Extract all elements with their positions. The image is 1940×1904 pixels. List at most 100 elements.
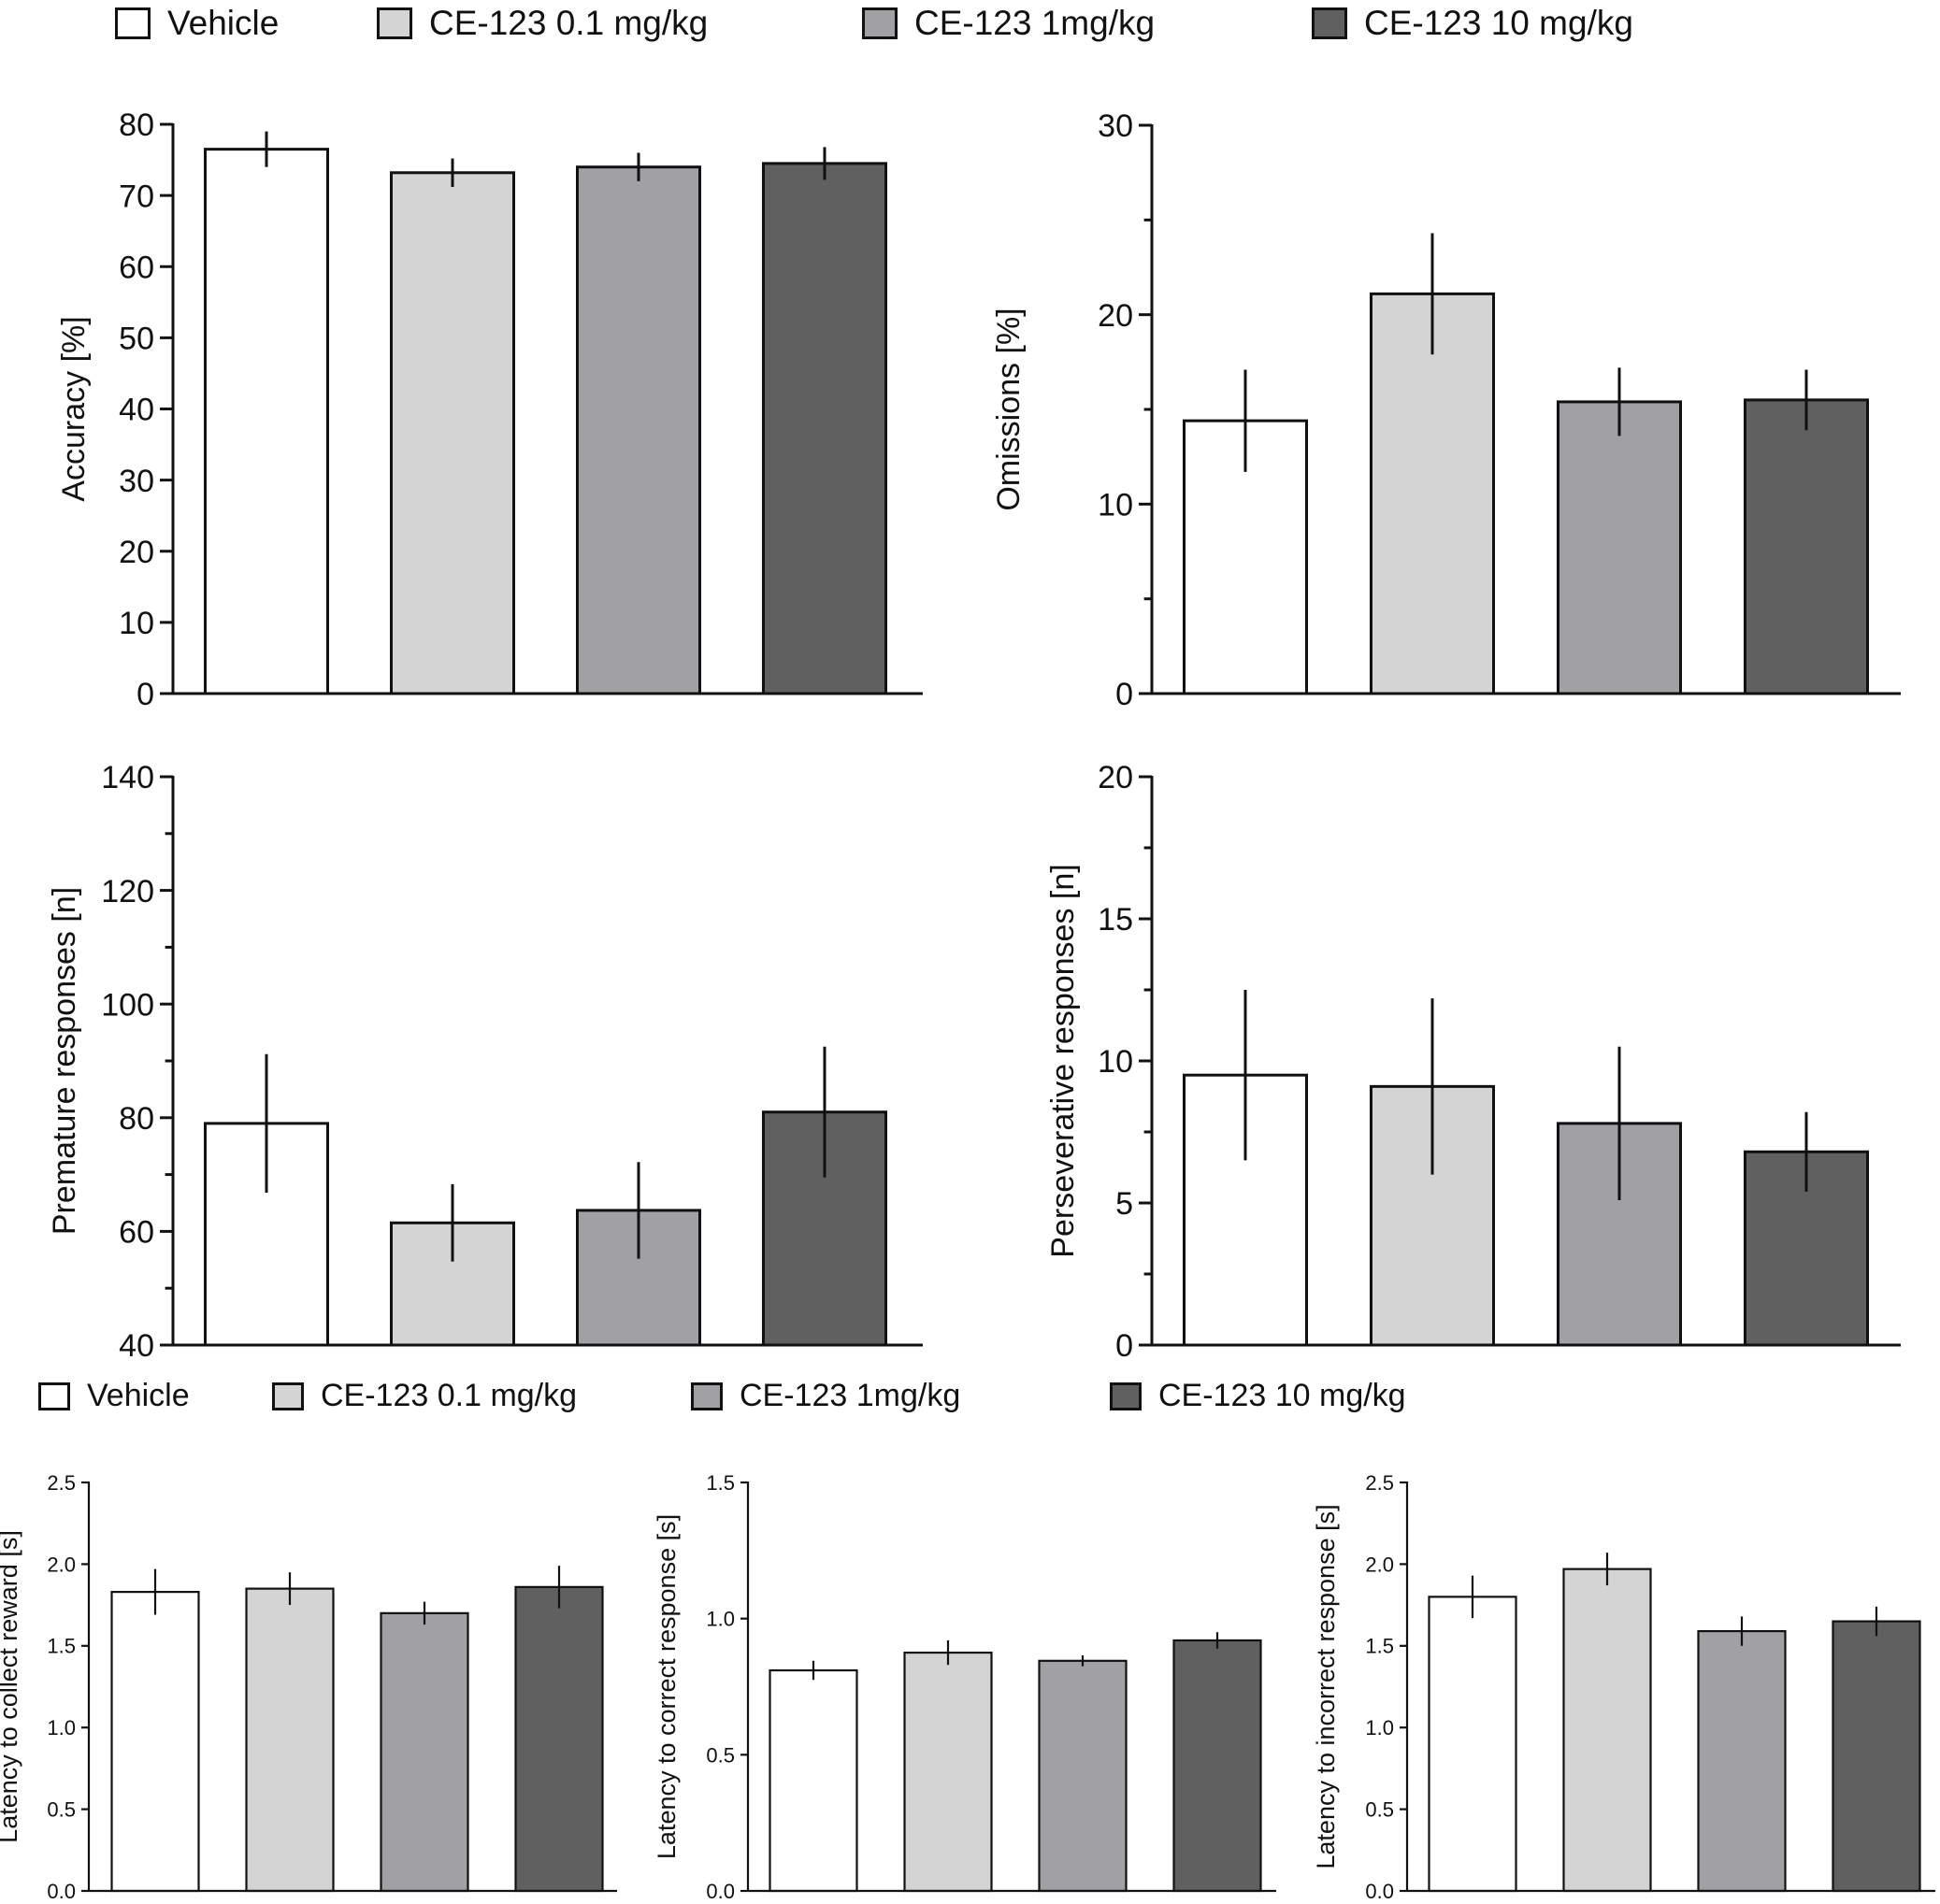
premature-chart: 40 60 80 100 120 140 Premature responses [n] [47,760,923,1364]
legend-top-item-ce123-10: CE-123 10 mg/kg [1312,4,1633,43]
legend-top: Vehicle CE-123 0.1 mg/kg CE-123 1mg/kg C… [0,4,1940,50]
legend-label: Vehicle [167,4,280,42]
legend-swatch-vehicle [115,7,151,39]
latency-correct-chart: 0.0 0.5 1.0 1.5 Latency to correct response … [653,1471,1276,1903]
y-tick-label: 20 [1098,760,1133,795]
y-axis-title: Premature responses [n] [47,887,82,1235]
bar [245,1587,335,1893]
bar [1744,398,1869,695]
y-tick-label: 40 [119,1328,154,1364]
y-tick-label: 30 [1098,108,1133,144]
bar [903,1651,993,1893]
y-tick-label: 0 [1115,1328,1133,1364]
y-tick-label: 0.5 [47,1798,76,1822]
y-tick-label: 10 [1098,1044,1133,1080]
legend-label: CE-123 0.1 mg/kg [429,4,709,42]
y-tick-label: 1.0 [706,1608,735,1631]
bar [390,171,515,695]
legend-bottom: Vehicle CE-123 0.1 mg/kg CE-123 1mg/kg C… [0,1378,1940,1424]
accuracy-chart: 0 10 20 30 40 50 60 70 80 Accuracy [%] [56,107,923,712]
y-tick-label: 20 [1098,298,1133,334]
y-tick-label: 0.5 [706,1743,735,1767]
legend-bottom-item-ce123-10: CE-123 10 mg/kg [1110,1378,1406,1414]
y-tick-label: 2.5 [1365,1471,1394,1495]
bar [576,165,701,695]
bar [514,1585,604,1893]
bar [110,1591,200,1893]
y-tick-label: 50 [119,322,154,357]
y-tick-label: 1.5 [1365,1635,1394,1658]
legend-swatch-ce123-1 [862,7,898,39]
legend-top-item-ce123-0-1: CE-123 0.1 mg/kg [377,4,708,43]
bar [1172,1639,1262,1893]
y-axis-title: Latency to incorrect response [s] [1312,1504,1340,1868]
bar [1562,1568,1652,1893]
y-tick-label: 30 [119,464,154,499]
y-axis-title: Accuracy [%] [56,316,92,501]
bar [380,1611,469,1893]
legend-swatch-ce123-0-1 [272,1381,304,1410]
bar [1370,292,1495,695]
legend-label: Vehicle [87,1378,190,1413]
y-tick-label: 2.5 [47,1471,76,1495]
y-tick-label: 0 [137,677,154,712]
legend-top-item-ce123-1: CE-123 1mg/kg [862,4,1155,43]
bar [1697,1629,1787,1893]
legend-bottom-item-vehicle: Vehicle [38,1378,190,1414]
omissions-chart: 0 10 20 30 Omissions [%] [991,108,1901,712]
y-tick-label: 0.0 [1365,1880,1394,1903]
legend-bottom-item-ce123-1: CE-123 1mg/kg [691,1378,960,1414]
y-tick-label: 0 [1115,677,1133,712]
perseverative-chart: 0 5 10 15 20 Perseverative responses [n] [1045,760,1901,1364]
y-tick-label: 120 [101,874,154,909]
legend-label: CE-123 0.1 mg/kg [321,1378,578,1413]
bar [1557,400,1682,695]
bar [762,162,887,695]
legend-swatch-ce123-10 [1110,1381,1142,1410]
y-tick-label: 5 [1115,1186,1133,1222]
y-tick-label: 20 [119,535,154,570]
legend-swatch-ce123-1 [691,1381,723,1410]
legend-top-item-vehicle: Vehicle [115,4,279,43]
bar [1428,1596,1517,1893]
y-tick-label: 1.5 [47,1635,76,1658]
legend-label: CE-123 1mg/kg [740,1378,961,1413]
legend-label: CE-123 1mg/kg [914,4,1156,42]
y-axis-title: Omissions [%] [991,308,1027,510]
y-tick-label: 80 [119,107,154,143]
y-tick-label: 0.5 [1365,1798,1394,1822]
bar [769,1668,858,1893]
y-tick-label: 60 [119,250,154,285]
y-tick-label: 1.5 [706,1471,735,1495]
legend-swatch-ce123-10 [1312,7,1347,39]
y-tick-label: 15 [1098,902,1133,938]
legend-swatch-vehicle [38,1381,70,1410]
bar [1832,1620,1921,1893]
y-tick-label: 40 [119,393,154,428]
y-tick-label: 1.0 [47,1716,76,1739]
y-axis-title: Latency to correct response [s] [653,1514,681,1859]
y-tick-label: 80 [119,1101,154,1137]
latency-incorrect-chart: 0.0 0.5 1.0 1.5 2.0 2.5 Latency to incorrect r… [1312,1471,1935,1903]
y-tick-label: 70 [119,179,154,214]
y-axis-title: Latency to collect reward [s] [0,1530,22,1843]
legend-swatch-ce123-0-1 [377,7,412,39]
y-tick-label: 1.0 [1365,1716,1394,1739]
legend-bottom-item-ce123-0-1: CE-123 0.1 mg/kg [272,1378,577,1414]
y-tick-label: 10 [119,606,154,641]
y-tick-label: 10 [1098,488,1133,523]
y-tick-label: 60 [119,1215,154,1251]
legend-label: CE-123 10 mg/kg [1158,1378,1406,1413]
latency-reward-chart: 0.0 0.5 1.0 1.5 2.0 2.5 Latency to collect rew… [0,1471,617,1903]
legend-label: CE-123 10 mg/kg [1364,4,1633,42]
y-tick-label: 100 [101,987,154,1023]
y-axis-title: Perseverative responses [n] [1045,864,1081,1257]
y-tick-label: 2.0 [1365,1553,1394,1576]
y-tick-label: 2.0 [47,1553,76,1576]
bar [1038,1659,1128,1893]
y-tick-label: 0.0 [47,1880,76,1903]
bar [204,148,329,695]
y-tick-label: 140 [101,760,154,795]
